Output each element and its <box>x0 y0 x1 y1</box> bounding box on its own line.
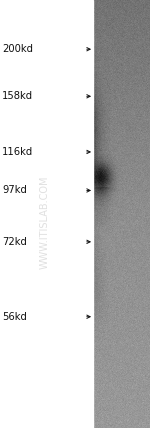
Text: 158kd: 158kd <box>2 91 33 101</box>
Text: 56kd: 56kd <box>2 312 27 322</box>
Text: 200kd: 200kd <box>2 44 33 54</box>
Text: WWW.ITISLAB.COM: WWW.ITISLAB.COM <box>40 176 50 269</box>
Text: 97kd: 97kd <box>2 185 27 196</box>
Bar <box>0 0 93 428</box>
Text: 116kd: 116kd <box>2 147 33 157</box>
Text: 72kd: 72kd <box>2 237 27 247</box>
